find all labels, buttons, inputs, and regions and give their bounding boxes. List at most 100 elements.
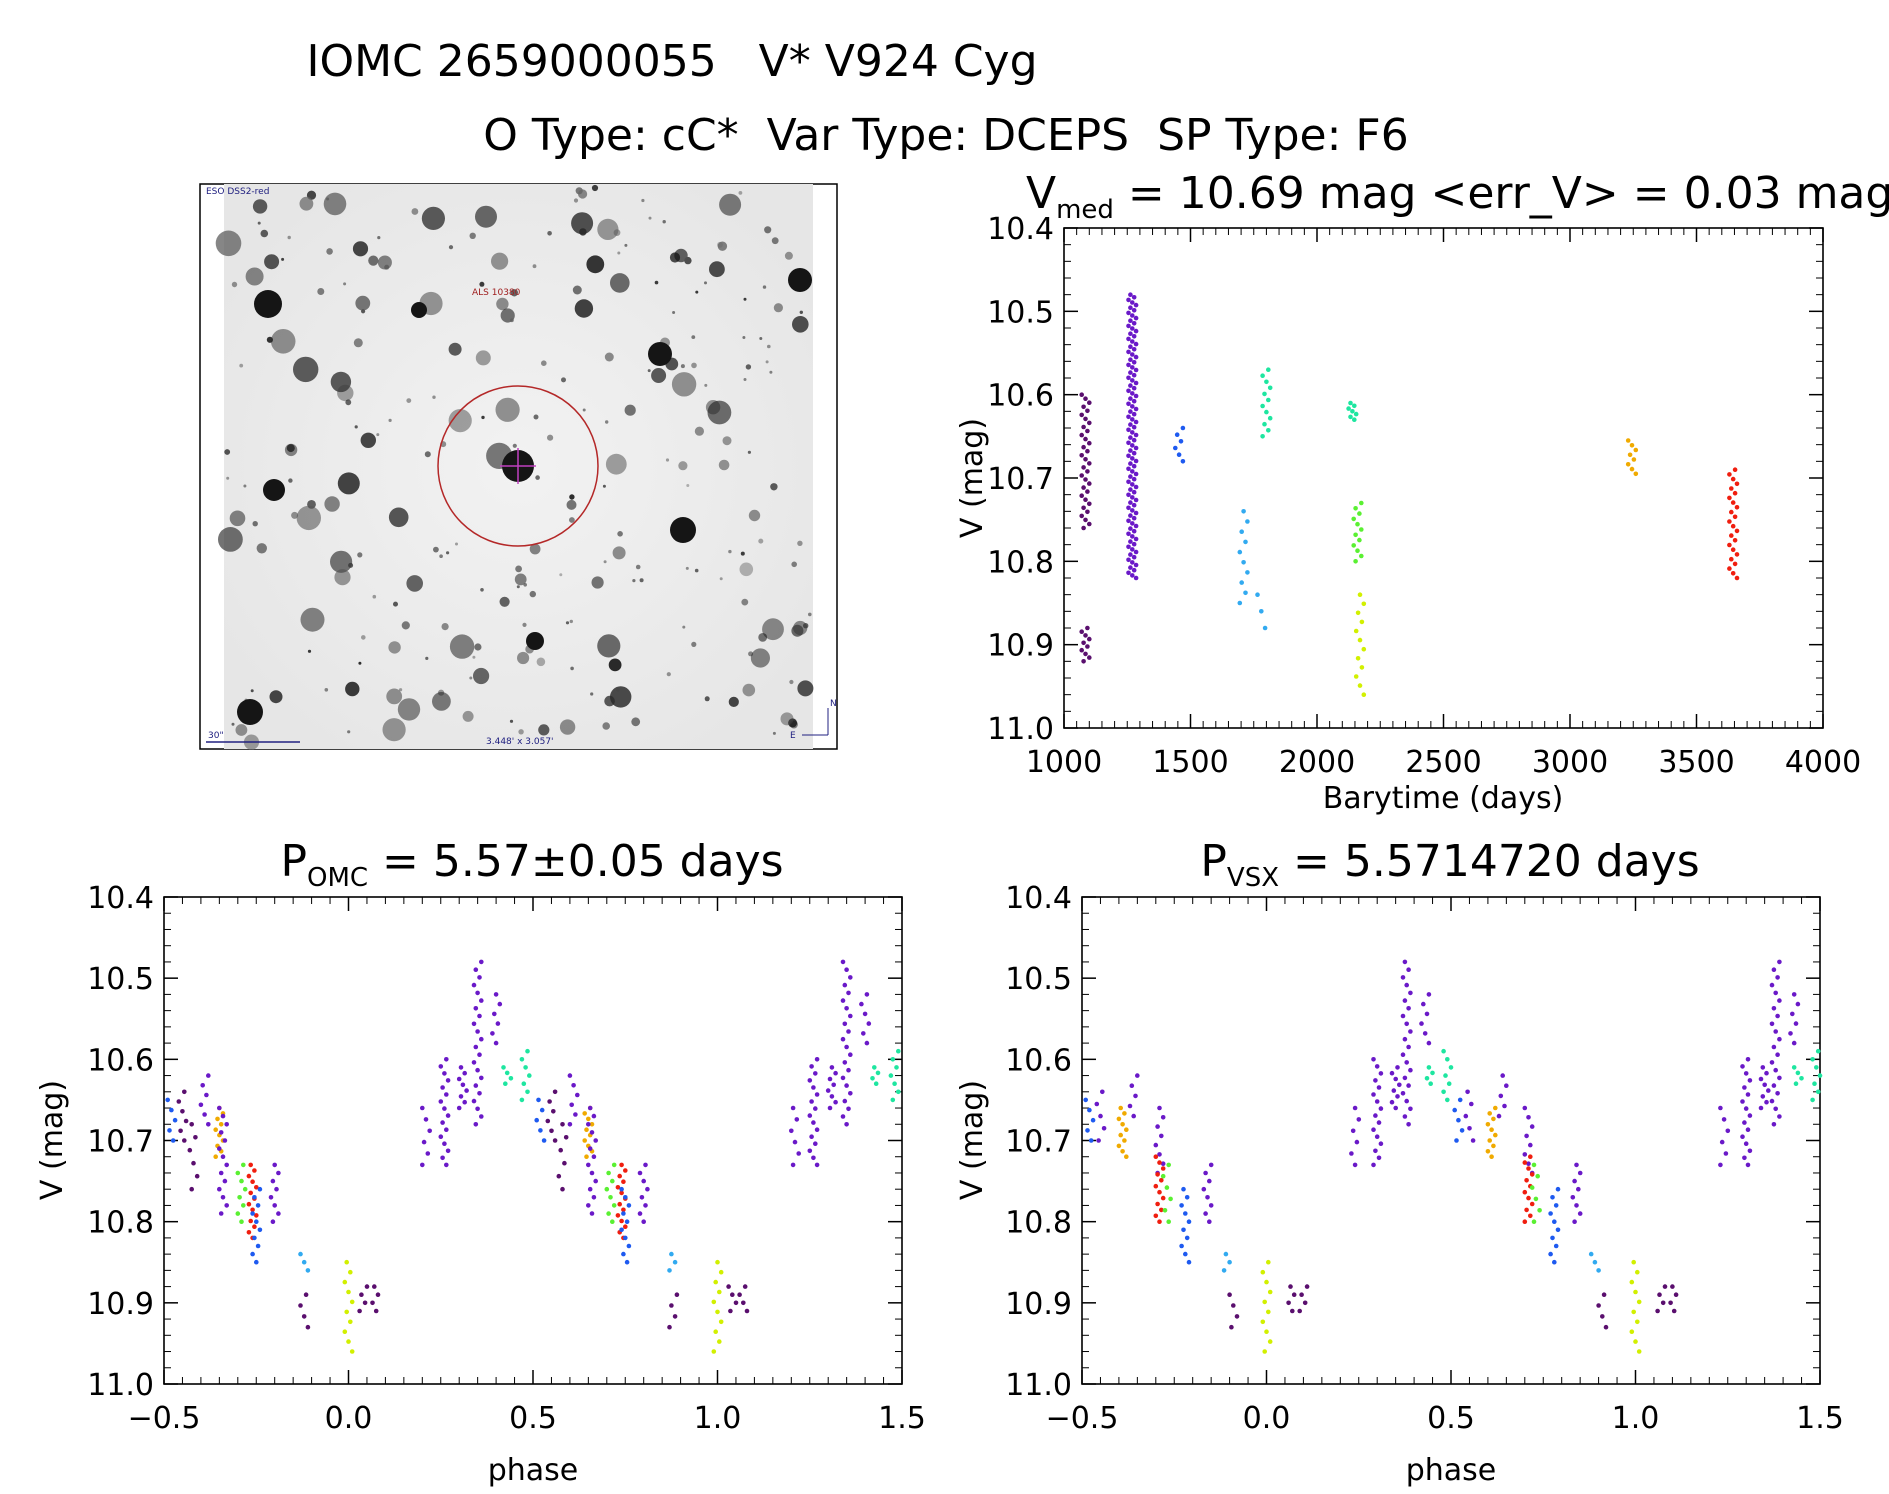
star — [707, 400, 732, 425]
data-point — [1120, 1149, 1125, 1154]
data-point — [1131, 450, 1137, 456]
data-point — [248, 1162, 253, 1168]
data-point — [718, 1269, 724, 1275]
star — [397, 698, 421, 721]
data-point — [730, 1292, 735, 1297]
data-point — [1201, 1186, 1207, 1192]
data-point — [829, 1094, 835, 1099]
data-point — [1126, 388, 1131, 394]
data-point — [1239, 580, 1244, 585]
star — [343, 282, 347, 286]
star — [610, 686, 632, 708]
data-point — [1128, 305, 1133, 311]
star — [401, 621, 410, 630]
data-point — [844, 1122, 849, 1127]
data-point — [218, 1211, 224, 1216]
data-point — [1288, 1284, 1293, 1289]
star — [718, 459, 730, 471]
data-point — [250, 1251, 255, 1257]
y-tick-label: 10.5 — [1005, 962, 1072, 997]
data-point — [833, 1070, 838, 1076]
data-point — [1081, 505, 1086, 511]
data-point — [1237, 549, 1243, 555]
lightcurve-points — [1079, 292, 1740, 697]
data-point — [1179, 1203, 1184, 1208]
data-point — [1424, 1011, 1430, 1017]
bright-star — [237, 699, 263, 725]
data-point — [1727, 472, 1732, 477]
data-point — [1361, 692, 1367, 697]
data-point — [1131, 489, 1137, 495]
data-point — [848, 1091, 853, 1096]
star — [742, 683, 756, 697]
phase-omc-points — [165, 959, 901, 1354]
data-point — [444, 1162, 449, 1168]
y-tick-label: 10.6 — [1005, 1043, 1072, 1078]
data-point — [1498, 1093, 1504, 1099]
star — [288, 478, 293, 483]
data-point — [610, 1219, 615, 1224]
data-point — [831, 1082, 836, 1088]
data-point — [549, 1128, 554, 1134]
data-point — [1489, 1154, 1494, 1159]
data-point — [864, 1040, 870, 1046]
star — [215, 230, 242, 257]
data-point — [1747, 1148, 1753, 1154]
data-point — [1131, 385, 1137, 391]
data-point — [1260, 434, 1265, 439]
data-point — [1359, 553, 1364, 559]
data-point — [1087, 521, 1092, 527]
data-point — [427, 1128, 433, 1134]
star — [789, 679, 794, 685]
data-point — [1357, 592, 1363, 597]
data-point — [479, 1075, 484, 1081]
data-point — [253, 1185, 259, 1190]
data-point — [1164, 1185, 1170, 1190]
data-point — [213, 1127, 218, 1132]
data-point — [1133, 302, 1139, 308]
compass — [802, 708, 829, 736]
data-point — [1128, 292, 1133, 298]
data-point — [1131, 308, 1137, 313]
star — [231, 722, 235, 726]
object-label: ALS 10380 — [472, 288, 521, 298]
data-point — [1395, 1094, 1400, 1099]
data-point — [276, 1211, 281, 1216]
data-point — [619, 1186, 624, 1192]
phase-omc-axes: 10.4 10.5 10.6 10.7 10.8 10.9 11.0−0.5 0.0 0.5 1.… — [87, 881, 926, 1436]
data-point — [1400, 1052, 1406, 1057]
star — [523, 583, 527, 587]
data-point — [1493, 1132, 1498, 1138]
data-point — [1732, 538, 1738, 543]
data-point — [587, 1186, 593, 1192]
data-point — [1126, 518, 1131, 524]
star — [574, 299, 594, 318]
data-point — [584, 1154, 589, 1159]
data-point — [840, 1075, 846, 1081]
data-point — [479, 959, 484, 965]
data-point — [1130, 378, 1135, 383]
star — [472, 655, 476, 659]
data-point — [1352, 403, 1357, 409]
data-point — [1402, 998, 1408, 1003]
star — [704, 281, 707, 285]
data-point — [1130, 391, 1135, 396]
data-point — [1633, 1339, 1638, 1344]
star — [572, 285, 582, 295]
data-point — [1555, 1186, 1561, 1192]
data-point — [866, 1021, 872, 1026]
phase-vsx-axes: 10.4 10.5 10.6 10.7 10.8 10.9 11.0−0.5 0.0 0.5 1.… — [1005, 881, 1844, 1436]
star — [728, 549, 732, 554]
data-point — [189, 1186, 194, 1192]
bright-star — [670, 517, 696, 543]
data-point — [1742, 1085, 1747, 1090]
data-point — [1094, 1101, 1100, 1107]
data-point — [1186, 1259, 1192, 1265]
star — [704, 383, 708, 387]
data-point — [1718, 1162, 1723, 1168]
data-point — [861, 1031, 866, 1036]
data-point — [1795, 1001, 1801, 1007]
data-point — [794, 1117, 800, 1122]
star — [522, 622, 527, 628]
star — [791, 561, 797, 568]
